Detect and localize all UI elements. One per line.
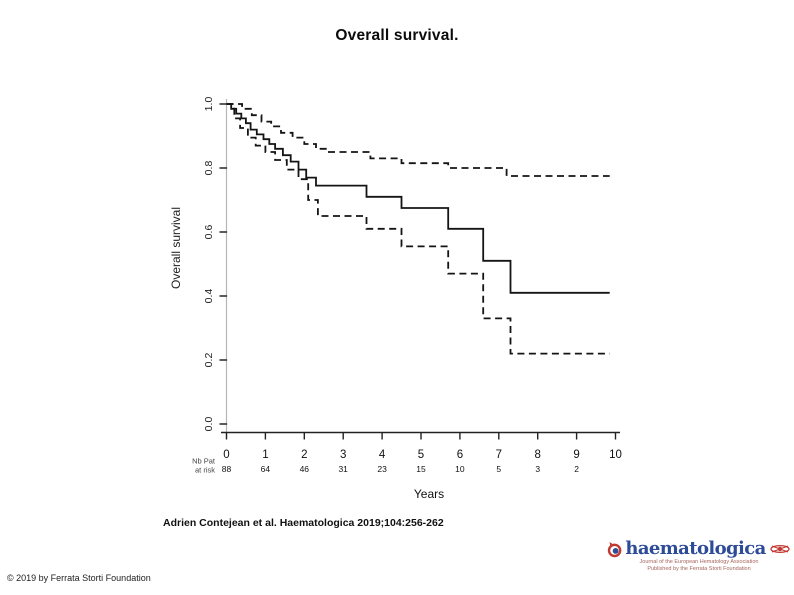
x-tick-label: 4 [379,449,386,461]
x-tick-label: 5 [418,449,424,461]
at-risk-label-line2: at risk [195,466,215,475]
y-tick-label: 0.2 [203,353,215,368]
at-risk-count: 31 [338,464,348,474]
at-risk-count: 2 [574,464,579,474]
x-tick-label: 1 [262,449,268,461]
at-risk-count: 3 [535,464,540,474]
haematologica-drop-icon [608,541,622,557]
y-tick-label: 0.6 [203,225,215,240]
at-risk-label-line1: Nb Pat [192,457,216,466]
at-risk-count: 10 [455,464,465,474]
x-tick-label: 2 [301,449,307,461]
x-tick-label: 3 [340,449,346,461]
x-tick-label: 10 [609,449,622,461]
logo-row: haematologica [607,540,790,558]
y-tick-label: 0.0 [203,417,215,432]
at-risk-count: 23 [377,464,387,474]
x-axis-title: Years [414,487,444,501]
series-km-estimate [226,103,610,294]
x-tick-label: 7 [496,449,502,461]
x-tick-label: 9 [573,449,579,461]
y-tick-label: 0.8 [203,161,215,176]
y-axis: 0.0 0.2 0.4 0.6 0.8 1.0 Overall survival [169,97,228,438]
at-risk-count: 15 [416,464,426,474]
x-tick-label: 8 [534,449,540,461]
y-tick-label: 0.4 [203,289,215,304]
at-risk-count: 5 [496,464,501,474]
logo-subtitle-line2: Published by the Ferrata Storti Foundati… [647,565,751,572]
copyright-text: © 2019 by Ferrata Storti Foundation [7,573,151,583]
x-tick-label: 0 [223,449,229,461]
series-lower-95-ci [226,103,610,355]
logo-brand-text: haematologica [625,538,766,559]
figure-title: Overall survival. [335,27,459,44]
haematologica-logo: haematologica Journal of the European He… [606,540,792,573]
y-axis-title: Overall survival [169,207,183,289]
logo-subtitle-line1: Journal of the European Hematology Assoc… [639,559,759,565]
logo-subtitle: Journal of the European Hematology Assoc… [640,559,759,573]
eha-ornament-icon [770,544,790,554]
at-risk-count: 46 [300,464,310,474]
at-risk-count: 64 [261,464,271,474]
at-risk-count: 88 [222,464,232,474]
y-tick-label: 1.0 [203,97,215,112]
citation-text: Adrien Contejean et al. Haematologica 20… [163,517,444,529]
x-tick-label: 6 [457,449,463,461]
series-upper-95-ci [226,103,610,177]
